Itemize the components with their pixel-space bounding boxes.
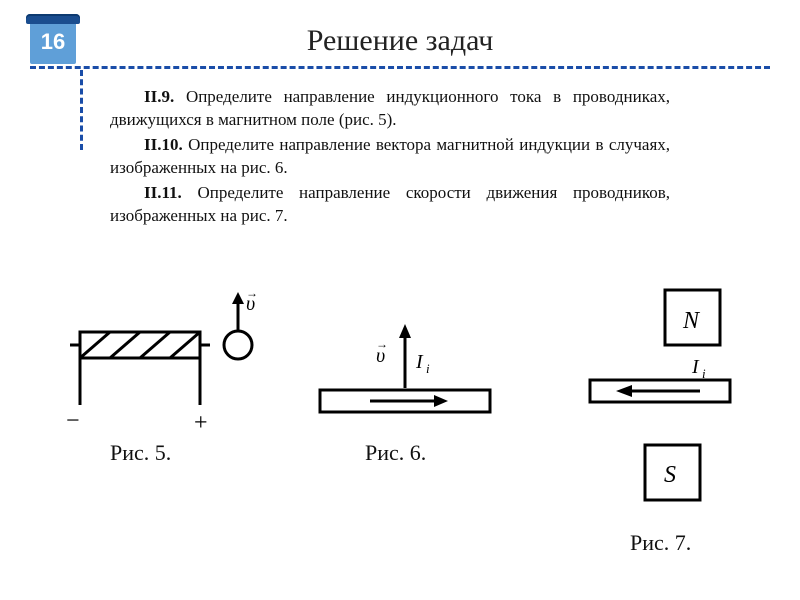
dashed-vertical-rule — [80, 70, 83, 150]
problem-2-text: Определите направление вектора магнитной… — [110, 135, 670, 177]
figure-5-caption: Рис. 5. — [110, 440, 171, 466]
fig7-current-label: I — [691, 356, 700, 378]
problem-1-number: II.9. — [144, 87, 174, 106]
problem-1-text: Определите направление индукционного ток… — [110, 87, 670, 129]
figure-7: N S I i Рис. 7. — [570, 280, 750, 580]
svg-text:i: i — [702, 366, 706, 381]
fig7-n-label: N — [682, 308, 701, 334]
problem-3: II.11. Определите направление скорости д… — [110, 182, 670, 228]
figure-5: υ → − + Рис. 5. — [60, 290, 280, 490]
problem-3-number: II.11. — [144, 183, 182, 202]
svg-text:→: → — [246, 290, 258, 300]
problem-3-text: Определите направление скорости движения… — [110, 183, 670, 225]
page-title: Решение задач — [0, 24, 800, 58]
fig5-minus-label: − — [66, 408, 80, 434]
problem-2-number: II.10. — [144, 135, 183, 154]
problem-1: II.9. Определите направление индукционно… — [110, 86, 670, 132]
dashed-horizontal-rule — [30, 66, 770, 69]
figure-6-caption: Рис. 6. — [365, 440, 426, 466]
figure-7-caption: Рис. 7. — [630, 530, 691, 556]
problem-2: II.10. Определите направление вектора ма… — [110, 134, 670, 180]
problems-block: II.9. Определите направление индукционно… — [110, 86, 670, 230]
fig6-current-label: I — [415, 351, 424, 373]
svg-text:i: i — [426, 361, 430, 376]
fig5-plus-label: + — [194, 410, 208, 436]
figure-6: υ → I i Рис. 6. — [310, 310, 510, 480]
figures-area: υ → − + Рис. 5. υ → I i Рис. 6. — [40, 280, 760, 580]
fig7-s-label: S — [664, 462, 676, 488]
svg-text:→: → — [376, 337, 388, 351]
